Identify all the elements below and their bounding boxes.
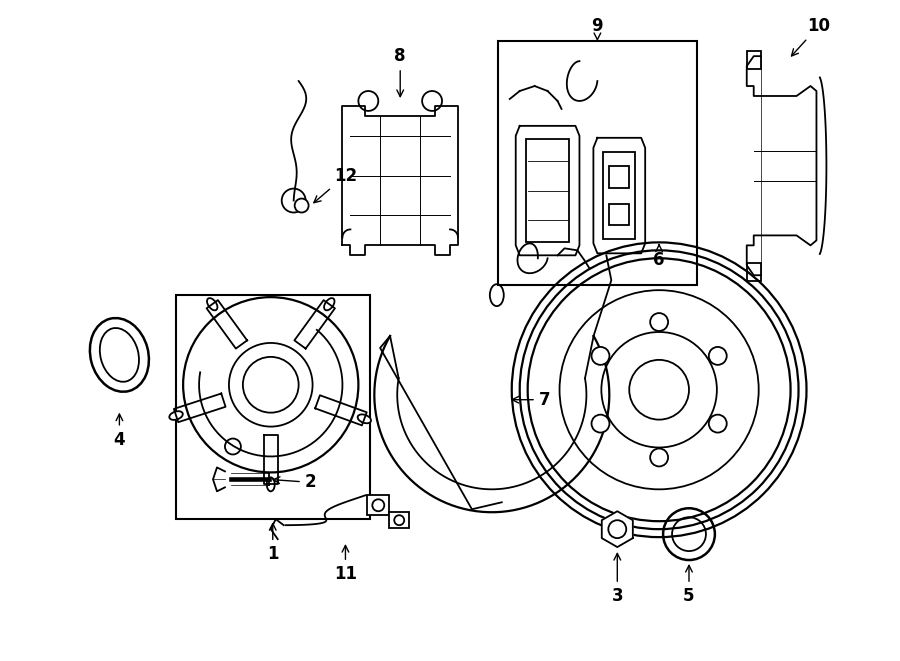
Circle shape xyxy=(672,517,706,551)
Text: 3: 3 xyxy=(611,553,623,605)
Ellipse shape xyxy=(100,328,139,382)
Ellipse shape xyxy=(169,411,183,420)
Text: 4: 4 xyxy=(113,414,125,449)
Bar xyxy=(747,263,760,281)
Circle shape xyxy=(294,198,309,212)
Circle shape xyxy=(591,414,609,432)
Circle shape xyxy=(394,515,404,525)
Circle shape xyxy=(650,313,668,331)
Bar xyxy=(498,41,697,285)
Circle shape xyxy=(282,188,306,212)
Circle shape xyxy=(591,347,609,365)
Circle shape xyxy=(229,343,312,426)
Text: 12: 12 xyxy=(314,167,357,203)
Circle shape xyxy=(422,91,442,111)
Text: 5: 5 xyxy=(683,565,695,605)
Bar xyxy=(747,51,760,69)
Text: 7: 7 xyxy=(512,391,551,408)
Polygon shape xyxy=(602,511,633,547)
Text: 10: 10 xyxy=(791,17,830,56)
Circle shape xyxy=(373,499,384,511)
Circle shape xyxy=(650,449,668,467)
Circle shape xyxy=(243,357,299,412)
Ellipse shape xyxy=(207,298,218,310)
Bar xyxy=(609,166,629,188)
Text: 11: 11 xyxy=(334,545,357,583)
Circle shape xyxy=(608,520,626,538)
Bar xyxy=(526,139,570,243)
Ellipse shape xyxy=(357,414,371,423)
Ellipse shape xyxy=(266,477,274,491)
Bar xyxy=(603,152,635,239)
Circle shape xyxy=(663,508,715,560)
Circle shape xyxy=(358,91,378,111)
Text: 6: 6 xyxy=(653,245,665,269)
Circle shape xyxy=(225,438,241,455)
Bar xyxy=(390,512,410,528)
Circle shape xyxy=(709,347,726,365)
Circle shape xyxy=(709,414,726,432)
Bar xyxy=(176,295,370,519)
Ellipse shape xyxy=(90,318,148,392)
Text: 9: 9 xyxy=(591,17,603,41)
Bar xyxy=(367,495,390,515)
Ellipse shape xyxy=(324,298,335,310)
Text: 8: 8 xyxy=(394,47,406,97)
Text: 1: 1 xyxy=(267,524,278,563)
Circle shape xyxy=(183,297,358,473)
Bar xyxy=(609,204,629,225)
Text: 2: 2 xyxy=(273,473,317,491)
Ellipse shape xyxy=(490,284,504,306)
